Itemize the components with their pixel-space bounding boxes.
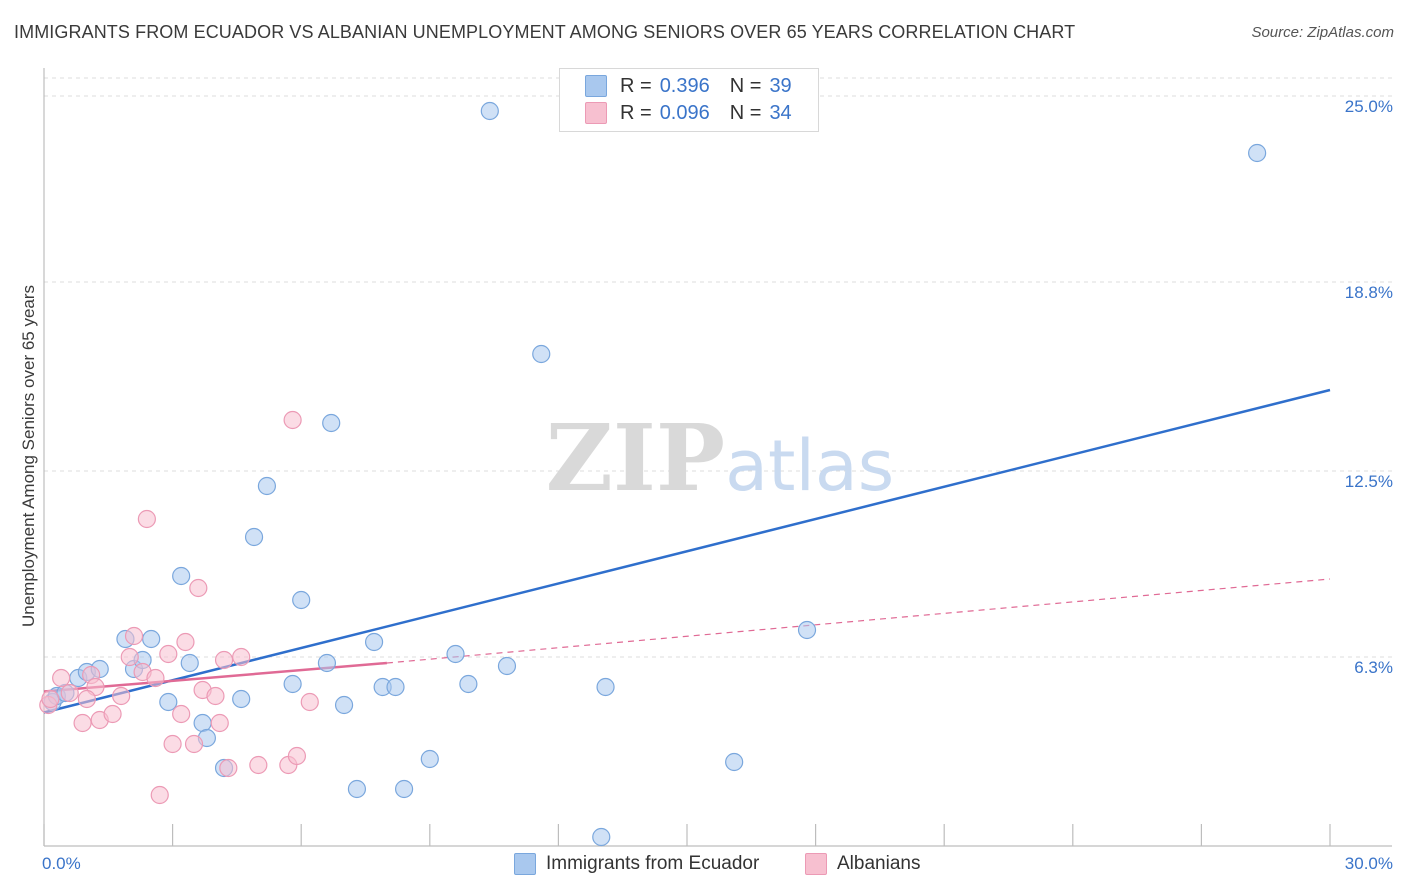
point-albanians <box>214 650 234 670</box>
bottom-legend-swatch-ecuador <box>514 853 536 875</box>
point-ecuador <box>386 677 405 697</box>
point-albanians <box>219 758 238 778</box>
bottom-legend-label-ecuador: Immigrants from Ecuador <box>546 853 760 874</box>
axes <box>43 68 1392 847</box>
n-label-ecuador: N = <box>729 74 762 97</box>
n-value-ecuador: 39 <box>769 74 792 97</box>
point-ecuador <box>364 632 384 652</box>
bottom-legend-label-albanians: Albanians <box>837 853 921 874</box>
point-albanians <box>176 632 195 652</box>
point-ecuador <box>142 629 161 649</box>
point-ecuador <box>244 527 264 547</box>
point-ecuador <box>394 779 414 799</box>
source-label: Source: ZipAtlas.com <box>1251 24 1394 41</box>
watermark-zip: ZIP <box>546 404 725 512</box>
point-albanians <box>60 683 79 703</box>
y-tick-label: 25.0% <box>1345 97 1393 116</box>
point-albanians <box>287 746 307 766</box>
legend-row-albanians: R = 0.096 N = 34 <box>585 100 792 126</box>
n-value-albanians: 34 <box>769 101 792 124</box>
point-ecuador <box>159 692 178 712</box>
point-ecuador <box>172 566 191 586</box>
point-albanians <box>77 689 96 709</box>
point-albanians <box>103 704 122 724</box>
watermark: ZIPatlas <box>546 404 895 512</box>
point-albanians <box>52 668 71 688</box>
y-tick-label: 18.8% <box>1345 283 1393 302</box>
legend-row-ecuador: R = 0.396 N = 39 <box>585 73 792 99</box>
point-albanians <box>300 692 319 712</box>
point-albanians <box>159 644 178 664</box>
point-albanians <box>249 755 268 775</box>
r-label-ecuador: R = <box>620 74 652 97</box>
bottom-legend-ecuador: Immigrants from Ecuador <box>514 851 759 877</box>
x-tick-label: 30.0% <box>1345 854 1393 873</box>
point-albanians <box>163 734 182 754</box>
legend-swatch-albanians <box>585 102 607 124</box>
point-ecuador <box>497 656 517 676</box>
y-tick-label: 12.5% <box>1345 472 1393 491</box>
point-ecuador <box>292 590 311 610</box>
legend-swatch-ecuador <box>585 75 607 97</box>
point-ecuador <box>532 344 551 364</box>
point-albanians <box>232 647 251 667</box>
point-ecuador <box>480 101 499 121</box>
trend-line-0 <box>43 388 1331 714</box>
correlation-legend: R = 0.396 N = 39 R = 0.096 N = 34 <box>559 68 819 132</box>
data-points <box>39 101 1267 847</box>
point-ecuador <box>596 677 615 697</box>
point-albanians <box>150 785 169 805</box>
point-ecuador <box>592 827 611 847</box>
point-ecuador <box>317 653 337 673</box>
point-albanians <box>73 713 92 733</box>
point-ecuador <box>180 653 199 673</box>
point-ecuador <box>322 413 341 433</box>
point-ecuador <box>1248 143 1267 163</box>
point-albanians <box>210 713 229 733</box>
r-label-albanians: R = <box>620 101 652 124</box>
gridlines <box>44 77 1395 658</box>
point-ecuador <box>232 689 251 709</box>
bottom-legend-swatch-albanians <box>805 853 827 875</box>
y-tick-label: 6.3% <box>1354 658 1393 677</box>
n-label-albanians: N = <box>729 101 762 124</box>
point-ecuador <box>446 644 465 664</box>
y-axis-label: Unemployment Among Seniors over 65 years <box>19 285 38 627</box>
point-albanians <box>189 578 208 598</box>
point-ecuador <box>193 713 212 733</box>
point-albanians <box>41 689 60 709</box>
x-tick-label: 0.0% <box>42 854 81 873</box>
point-ecuador <box>347 779 367 799</box>
point-ecuador <box>257 476 277 496</box>
tick-labels: 6.3% 12.5% 18.8% 25.0% 0.0% 30.0% <box>42 97 1393 873</box>
point-albanians <box>146 668 165 688</box>
point-ecuador <box>459 674 478 694</box>
point-albanians <box>283 410 302 430</box>
point-albanians <box>184 734 204 754</box>
bottom-legend-albanians: Albanians <box>805 851 920 877</box>
watermark-atlas: atlas <box>725 425 894 507</box>
point-ecuador <box>420 749 439 769</box>
point-albanians <box>172 704 191 724</box>
point-ecuador <box>725 752 744 772</box>
trend-line-extension-1 <box>386 578 1331 664</box>
point-albanians <box>137 509 156 529</box>
point-albanians <box>120 647 139 667</box>
point-ecuador <box>334 695 354 715</box>
point-ecuador <box>797 620 817 640</box>
r-value-albanians: 0.096 <box>659 101 710 124</box>
chart-title: IMMIGRANTS FROM ECUADOR VS ALBANIAN UNEM… <box>14 22 1076 42</box>
point-albanians <box>112 686 131 706</box>
point-albanians <box>124 626 144 646</box>
r-value-ecuador: 0.396 <box>659 74 710 97</box>
point-ecuador <box>283 674 302 694</box>
point-albanians <box>206 686 225 706</box>
